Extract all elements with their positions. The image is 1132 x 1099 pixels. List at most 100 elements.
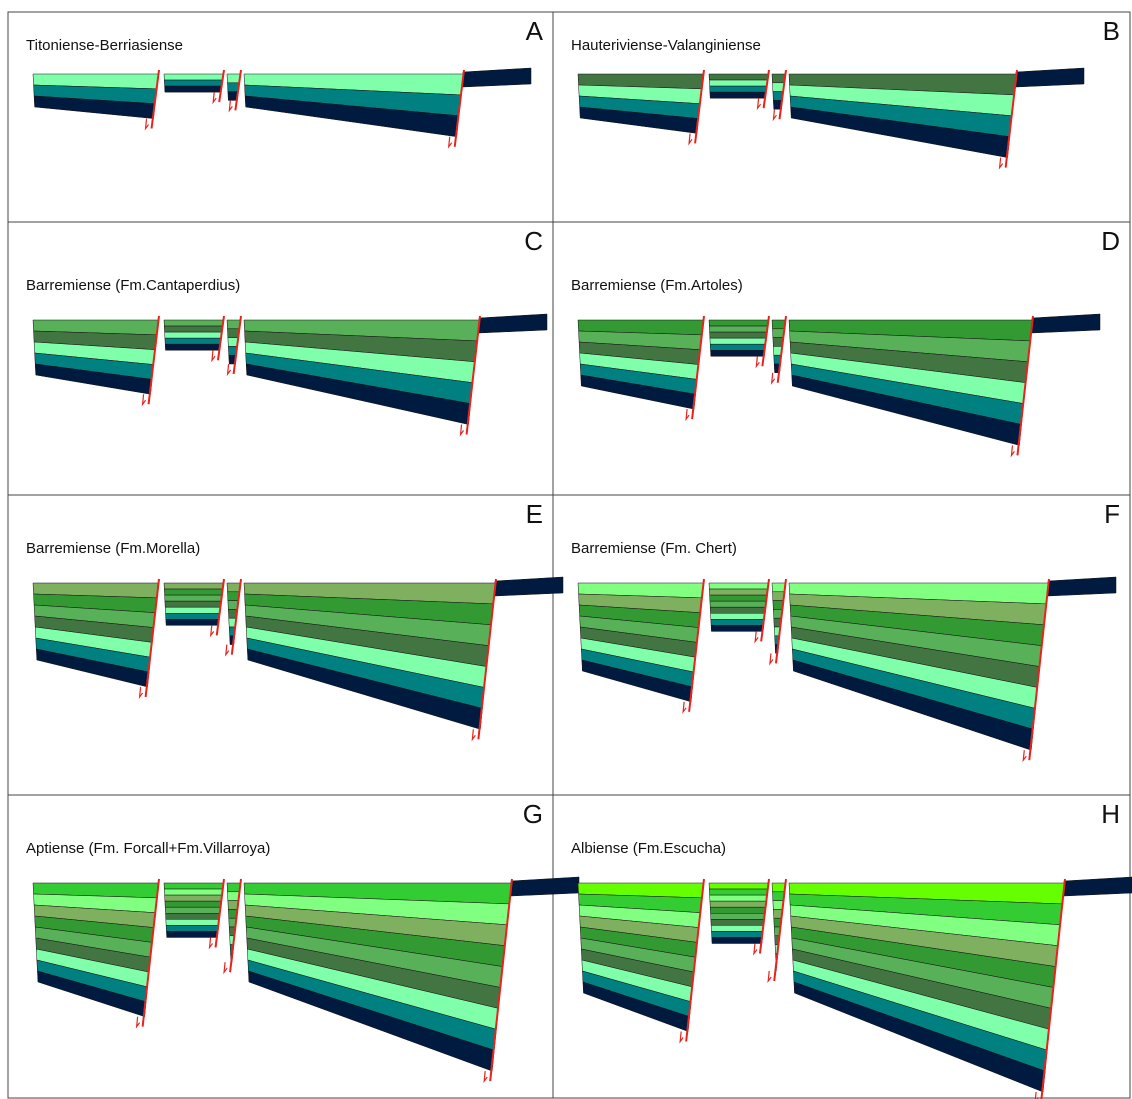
strata-layer: [709, 80, 767, 86]
strata-layer: [166, 619, 220, 625]
basement-tail: [511, 877, 579, 896]
figure: A Titoniense-Berriasiense B Hauteriviense-V…: [0, 0, 1132, 1099]
fault-arrow: [772, 373, 775, 383]
fault-arrow: [228, 364, 231, 374]
strata-layer: [164, 74, 223, 80]
fault-arrow: [213, 92, 216, 102]
basement-tail: [1016, 68, 1084, 87]
strata-layer: [164, 589, 222, 595]
strata-layer: [710, 338, 766, 344]
panel-title: Albiense (Fm.Escucha): [571, 840, 726, 857]
panel-title: Titoniense-Berriasiense: [26, 37, 183, 54]
strata-layer: [709, 320, 768, 326]
strata-layer: [711, 931, 763, 937]
panel-letter: A: [526, 16, 544, 46]
fault-arrow: [212, 350, 215, 360]
panel-letter: F: [1104, 499, 1120, 529]
strata-layer: [709, 326, 767, 332]
basement-tail: [479, 314, 547, 333]
strata-layer: [772, 583, 785, 592]
strata-layer: [710, 607, 765, 613]
basement-tail: [1048, 577, 1116, 596]
strata-layer: [772, 592, 784, 601]
panel-letter: C: [524, 226, 543, 256]
strata-layer: [165, 595, 222, 601]
strata-layer: [710, 595, 767, 601]
strata-layer: [711, 919, 765, 925]
strata-layer: [164, 80, 222, 86]
strata-layer: [165, 601, 221, 607]
fault-arrow: [226, 645, 229, 655]
strata-layer: [164, 889, 222, 895]
panel-letter: D: [1101, 226, 1120, 256]
panel-title: Aptiense (Fm. Forcall+Fm.Villarroya): [26, 840, 270, 857]
fault-arrow: [770, 653, 773, 663]
strata-layer: [709, 74, 768, 80]
fault-arrow: [146, 119, 149, 129]
fault-arrow: [683, 702, 686, 712]
strata-layer: [772, 329, 784, 338]
strata-layer: [165, 907, 220, 913]
strata-layer: [711, 925, 764, 931]
fault-arrow: [754, 944, 757, 954]
fault-arrow: [210, 937, 213, 947]
strata-layer: [709, 589, 767, 595]
panel: F Barremiense (Fm. Chert): [571, 499, 1120, 760]
strata-layer: [164, 320, 223, 326]
fault-arrow: [756, 356, 759, 366]
panel-title: Barremiense (Fm. Chert): [571, 540, 737, 557]
strata-layer: [709, 889, 767, 895]
strata-layer: [227, 583, 240, 592]
fault-arrow: [449, 137, 452, 147]
panel-letter: B: [1103, 16, 1120, 46]
panel-title: Barremiense (Fm.Morella): [26, 540, 200, 557]
panel: EBarremiense (Fm.Morella): [26, 499, 563, 739]
strata-layer: [772, 320, 785, 329]
strata-layer: [164, 583, 223, 589]
strata-layer: [711, 913, 765, 919]
fault-arrow: [755, 631, 758, 641]
strata-layer: [165, 332, 222, 338]
strata-layer: [166, 925, 219, 931]
strata-layer: [710, 901, 766, 907]
basement-tail: [463, 68, 531, 87]
fault-arrow: [143, 394, 146, 404]
fault-arrow: [686, 409, 689, 419]
strata-layer: [711, 350, 765, 356]
fault-arrow: [140, 687, 143, 697]
strata-layer: [165, 86, 222, 92]
panel-title: Hauteriviense-Valanginiense: [571, 37, 761, 54]
strata-layer: [709, 883, 768, 889]
strata-layer: [772, 892, 784, 901]
fault-arrow: [461, 425, 464, 435]
basement-tail: [495, 577, 563, 596]
strata-layer: [227, 329, 239, 338]
strata-layer: [227, 320, 240, 329]
fault-arrow: [484, 1071, 487, 1081]
strata-layer: [710, 332, 767, 338]
panel: B Hauteriviense-Valanginiense: [571, 16, 1120, 168]
strata-layer: [227, 592, 239, 601]
strata-layer: [712, 937, 763, 943]
strata-layer: [166, 919, 220, 925]
fault-arrow: [758, 98, 761, 108]
fault-arrow: [472, 729, 475, 739]
strata-layer: [165, 338, 221, 344]
strata-layer: [166, 613, 220, 619]
panel: C Barremiense (Fm.Cantaperdius): [26, 226, 547, 435]
fault-arrow: [1011, 445, 1014, 455]
strata-layer: [710, 344, 765, 350]
strata-layer: [710, 92, 766, 98]
fault-arrow: [1000, 158, 1003, 168]
fault-arrow: [224, 962, 227, 972]
panel-letter: G: [523, 799, 543, 829]
fault-arrow: [689, 133, 692, 143]
strata-layer: [227, 892, 239, 901]
panel-title: Barremiense (Fm.Cantaperdius): [26, 277, 240, 294]
strata-layer: [710, 895, 767, 901]
strata-layer: [165, 895, 222, 901]
strata-layer: [711, 613, 765, 619]
panel-letter: H: [1101, 799, 1120, 829]
panel: G Aptiense (Fm. Forcall+Fm.Villarroya): [26, 799, 579, 1081]
strata-layer: [166, 913, 220, 919]
